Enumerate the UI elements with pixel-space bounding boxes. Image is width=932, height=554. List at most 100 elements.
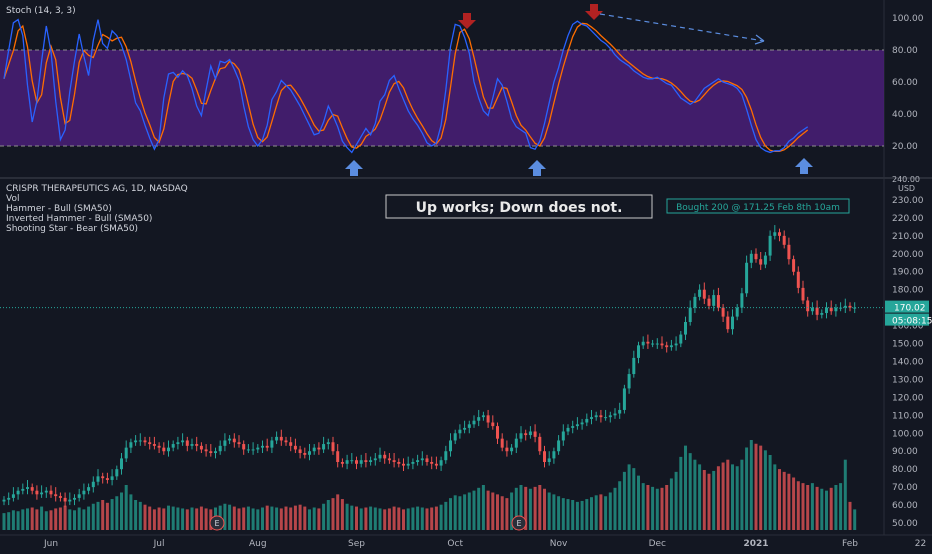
volume-bar: [684, 445, 687, 530]
candle-body: [740, 293, 744, 308]
candle-body: [702, 289, 706, 299]
volume-bar: [91, 503, 95, 530]
candle-body: [815, 307, 819, 315]
volume-bar: [716, 466, 720, 530]
price-tick-label: 230.00: [892, 196, 924, 206]
volume-bar: [740, 459, 744, 530]
volume-bar: [228, 504, 232, 530]
volume-bar: [16, 511, 20, 530]
volume-bar: [40, 506, 44, 530]
candle-body: [30, 487, 34, 491]
candle-body: [749, 253, 753, 263]
volume-bar: [369, 506, 373, 530]
candle-body: [449, 440, 452, 452]
candle-body: [698, 289, 702, 297]
candle-body: [618, 409, 622, 414]
candle-body: [505, 447, 509, 452]
volume-bar: [223, 503, 227, 530]
price-tick-label: 120.00: [892, 393, 924, 403]
price-tick-label: 150.00: [892, 340, 924, 350]
sell-arrow-icon: [585, 4, 603, 20]
candle-body: [820, 313, 824, 315]
candle-body: [825, 307, 828, 314]
volume-bar: [505, 498, 509, 530]
volume-bar: [674, 471, 678, 530]
volume-bar: [712, 470, 716, 530]
volume-bar: [120, 492, 123, 530]
candle-body: [68, 499, 72, 502]
volume-bar: [481, 485, 485, 530]
volume-bar: [585, 499, 589, 530]
volume-bar: [397, 507, 401, 530]
candle-body: [289, 442, 293, 446]
volume-bar: [232, 506, 236, 530]
volume-bar: [547, 492, 551, 530]
volume-bar: [632, 468, 636, 530]
volume-bar: [143, 504, 147, 530]
volume-bar: [96, 501, 100, 530]
stoch-tick-label: 80.00: [892, 46, 918, 56]
candle-body: [148, 442, 152, 445]
time-label: Sep: [348, 539, 365, 549]
candle-body: [453, 433, 457, 441]
volume-bar: [796, 481, 800, 530]
candle-body: [246, 449, 250, 451]
stoch-band: [0, 50, 884, 146]
volume-bar: [801, 483, 805, 530]
candle-body: [195, 444, 199, 446]
candle-body: [853, 307, 857, 309]
volume-bar: [82, 509, 86, 530]
candle-body: [669, 345, 673, 348]
candle-body: [726, 316, 730, 330]
candle-body: [716, 295, 720, 308]
candle-body: [162, 447, 166, 452]
volume-bar: [665, 485, 669, 530]
volume-bar: [162, 508, 166, 530]
candle-body: [355, 460, 358, 464]
candle-body: [110, 476, 114, 480]
candle-body: [176, 442, 180, 445]
stoch-k-line: [3, 18, 809, 154]
candle-body: [167, 447, 170, 452]
candle-body: [759, 259, 763, 265]
legend-shooting-star: Shooting Star - Bear (SMA50): [6, 224, 138, 234]
candle-body: [416, 460, 420, 462]
price-tick-label: 160.00: [892, 322, 924, 332]
candle-body: [486, 415, 490, 423]
volume-bar: [848, 501, 852, 530]
candle-body: [763, 255, 767, 265]
volume-bar: [590, 497, 593, 530]
volume-bar: [843, 459, 847, 530]
volume-bar: [308, 509, 311, 530]
candle-body: [270, 440, 274, 448]
candle-body: [735, 307, 739, 317]
volume-bar: [303, 506, 307, 530]
candle-body: [439, 460, 443, 466]
candle-body: [96, 476, 100, 482]
candle-body: [721, 307, 725, 317]
candle-body: [731, 316, 734, 330]
price-tick-label: 100.00: [892, 429, 924, 439]
volume-bar: [35, 509, 39, 530]
candle-body: [561, 431, 565, 441]
candle-body: [21, 488, 25, 491]
price-tick-label: 90.00: [892, 447, 918, 457]
volume-bar: [383, 509, 387, 530]
candle-body: [73, 497, 76, 500]
volume-bar: [312, 507, 316, 530]
volume-bar: [298, 504, 302, 530]
candle-body: [543, 451, 546, 462]
candle-body: [463, 427, 467, 430]
candle-body: [533, 431, 537, 437]
volume-bar: [500, 496, 504, 530]
earnings-marker-label: E: [516, 519, 521, 528]
volume-bar: [688, 453, 692, 530]
volume-bar: [759, 445, 763, 530]
candle-body: [350, 460, 354, 462]
volume-bar: [167, 505, 170, 530]
candle-body: [496, 426, 499, 439]
stoch-d-line: [3, 22, 809, 152]
candle-body: [279, 436, 283, 441]
